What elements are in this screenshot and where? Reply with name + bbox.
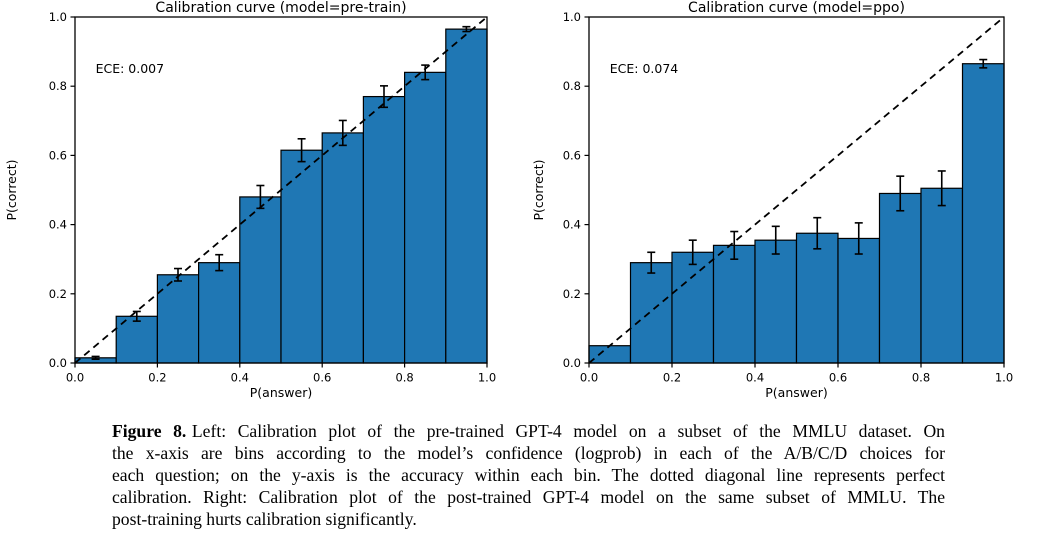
figure-caption: Figure 8. Left: Calibration plot of the p… xyxy=(112,420,945,530)
calibration-chart-ppo: 0.0 0.2 0.4 0.6 0.8 1.0 0.0 0.2 0.4 0.6 0.8 1.0 Cali… xyxy=(531,0,1013,400)
axes-spines xyxy=(588,16,1005,364)
y-tick-label: 0.0 xyxy=(49,356,67,370)
chart-title: Calibration curve (model=ppo) xyxy=(688,0,905,16)
caption-line-3: each question; on the y-axis is the accu… xyxy=(112,465,945,485)
histogram-bar xyxy=(878,192,922,364)
caption-line-4: calibration. Right: Calibration plot of … xyxy=(112,487,945,507)
figure-label: Figure 8. xyxy=(112,421,187,441)
caption-line-2: the x-axis are bins according to the mod… xyxy=(112,443,945,463)
histogram-bar xyxy=(754,239,798,364)
histogram-bar xyxy=(404,71,447,364)
histogram-bar xyxy=(671,251,715,364)
x-tick-label: 0.8 xyxy=(395,371,413,385)
histogram-bar xyxy=(156,274,200,364)
caption-line-1: Figure 8. Left: Calibration plot of the p… xyxy=(112,420,945,442)
calibration-chart-pretrain: 0.0 0.2 0.4 0.6 0.8 1.0 0.0 0.2 0.4 0.6 0.8 1.0 Cali… xyxy=(4,0,496,400)
y-tick-label: 0.0 xyxy=(563,356,581,370)
y-axis-label: P(correct) xyxy=(531,159,546,220)
histogram-bar xyxy=(588,345,632,364)
histogram-bar xyxy=(321,132,365,364)
histogram-bar xyxy=(712,244,756,364)
x-tick-label: 0.4 xyxy=(746,371,764,385)
y-tick-label: 0.2 xyxy=(563,287,581,301)
x-tick-label: 0.8 xyxy=(912,371,930,385)
axes-spines xyxy=(74,16,488,364)
x-tick-label: 0.6 xyxy=(313,371,331,385)
histogram-bar xyxy=(837,237,881,364)
x-tick-label: 1.0 xyxy=(478,371,496,385)
charts-row: 0.0 0.2 0.4 0.6 0.8 1.0 0.0 0.2 0.4 0.6 0.8 1.0 Cali… xyxy=(4,0,1013,400)
x-tick-label: 0.2 xyxy=(148,371,166,385)
x-tick-label: 0.4 xyxy=(231,371,249,385)
x-tick-label: 0.6 xyxy=(829,371,847,385)
y-tick-label: 0.8 xyxy=(563,79,581,93)
y-tick-label: 0.6 xyxy=(49,148,67,162)
y-tick-label: 1.0 xyxy=(49,10,67,24)
histogram-bar xyxy=(280,149,323,364)
x-axis-label: P(answer) xyxy=(250,385,312,400)
ece-annotation: ECE: 0.074 xyxy=(610,61,679,76)
y-tick-label: 0.2 xyxy=(49,287,67,301)
x-tick-label: 0.0 xyxy=(66,371,84,385)
ece-annotation: ECE: 0.007 xyxy=(96,61,165,76)
histogram-bar xyxy=(795,232,839,364)
histogram-bar xyxy=(198,262,241,364)
x-tick-label: 1.0 xyxy=(995,371,1013,385)
histogram-bar xyxy=(362,95,406,364)
y-tick-label: 0.6 xyxy=(563,148,581,162)
histogram-bar xyxy=(629,262,673,364)
histogram-bar xyxy=(239,196,282,364)
histogram-bar xyxy=(445,28,488,364)
x-tick-label: 0.0 xyxy=(580,371,598,385)
chart-title: Calibration curve (model=pre-train) xyxy=(155,0,406,16)
y-tick-label: 0.8 xyxy=(49,79,67,93)
perfect-calibration-line xyxy=(588,16,1005,364)
x-tick-label: 0.2 xyxy=(663,371,681,385)
histogram-bar xyxy=(920,187,964,364)
y-tick-label: 0.4 xyxy=(563,218,581,232)
perfect-calibration-line xyxy=(74,16,488,364)
y-tick-label: 1.0 xyxy=(563,10,581,24)
caption-text: Left: Calibration plot of the pre-traine… xyxy=(191,421,945,441)
y-tick-label: 0.4 xyxy=(49,218,67,232)
x-axis-label: P(answer) xyxy=(765,385,827,400)
caption-line-5: post-training hurts calibration signific… xyxy=(112,509,417,529)
y-axis-label: P(correct) xyxy=(4,159,19,220)
histogram-bar xyxy=(961,63,1005,364)
